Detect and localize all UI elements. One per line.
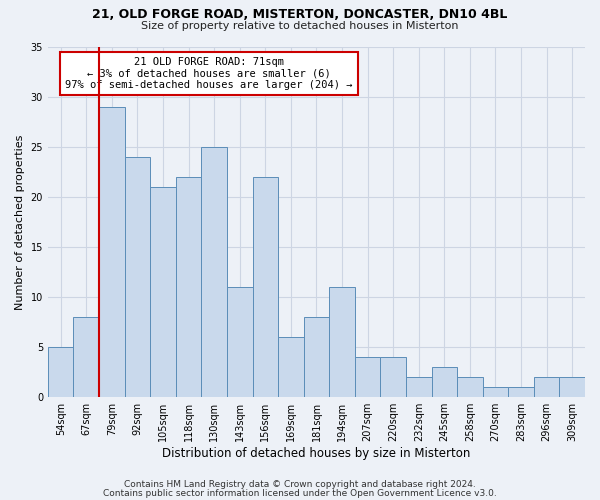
Y-axis label: Number of detached properties: Number of detached properties	[15, 134, 25, 310]
Text: Contains HM Land Registry data © Crown copyright and database right 2024.: Contains HM Land Registry data © Crown c…	[124, 480, 476, 489]
Bar	[176, 177, 202, 397]
Bar	[431, 367, 457, 397]
Text: Contains public sector information licensed under the Open Government Licence v3: Contains public sector information licen…	[103, 489, 497, 498]
Bar	[304, 317, 329, 397]
Bar	[329, 287, 355, 397]
Bar	[355, 357, 380, 397]
Bar	[380, 357, 406, 397]
Text: 21 OLD FORGE ROAD: 71sqm
← 3% of detached houses are smaller (6)
97% of semi-det: 21 OLD FORGE ROAD: 71sqm ← 3% of detache…	[65, 57, 353, 90]
Bar	[125, 156, 150, 397]
Bar	[99, 106, 125, 397]
X-axis label: Distribution of detached houses by size in Misterton: Distribution of detached houses by size …	[162, 447, 470, 460]
Bar	[73, 317, 99, 397]
Bar	[508, 387, 534, 397]
Bar	[202, 146, 227, 397]
Bar	[457, 377, 482, 397]
Text: Size of property relative to detached houses in Misterton: Size of property relative to detached ho…	[141, 21, 459, 31]
Bar	[559, 377, 585, 397]
Bar	[253, 177, 278, 397]
Bar	[150, 187, 176, 397]
Bar	[534, 377, 559, 397]
Bar	[227, 287, 253, 397]
Bar	[278, 337, 304, 397]
Bar	[482, 387, 508, 397]
Text: 21, OLD FORGE ROAD, MISTERTON, DONCASTER, DN10 4BL: 21, OLD FORGE ROAD, MISTERTON, DONCASTER…	[92, 8, 508, 20]
Bar	[406, 377, 431, 397]
Bar	[48, 347, 73, 397]
